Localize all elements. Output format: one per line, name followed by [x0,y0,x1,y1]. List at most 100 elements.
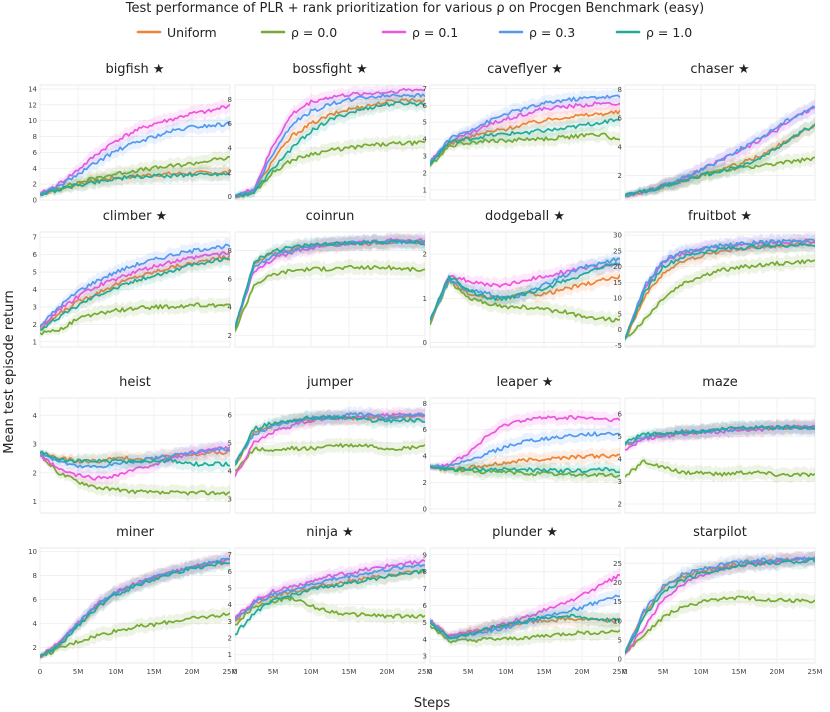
x-tick-label: 20M [770,668,785,676]
y-tick-label: 4 [228,304,233,312]
confidence-band [40,150,230,198]
confidence-band [625,550,815,657]
subplot-title: fruitbot ★ [688,209,752,224]
series-line-3 [40,243,230,327]
confidence-band [235,553,425,621]
subplot-title: ninja ★ [306,525,353,540]
y-tick-label: 4 [228,601,233,609]
series-group [40,97,230,198]
y-tick-label: 4 [618,455,623,463]
y-tick-label: 3 [228,495,232,503]
y-tick-label: 6 [423,426,428,434]
series-line-4 [625,124,815,197]
x-tick-label: 5M [658,668,669,676]
y-tick-label: 0 [618,326,622,334]
x-tick-label: 15M [537,668,552,676]
subplot-fruitbot: fruitbot ★ -5 0 5 10 15 20 25 30 [613,209,816,350]
y-tick-label: 0 [33,197,37,205]
y-tick-label: 1 [228,651,232,659]
subplot-title: maze [702,375,737,390]
x-tick-label: 20M [575,668,590,676]
series-line-0 [430,109,620,164]
confidence-band [625,118,815,199]
y-tick-label: 6 [228,120,233,128]
y-tick-label: 4 [33,165,38,173]
series-line-3 [235,563,425,621]
subplot-jumper: jumper 3 4 5 6 [228,375,426,514]
series-line-1 [430,132,620,167]
confidence-band [40,247,230,333]
series-line-3 [40,121,230,196]
y-tick-label: 30 [613,232,622,240]
series-line-2 [235,559,425,619]
y-tick-label: 6 [33,251,38,259]
legend-item-4: ρ = 1.0 [615,25,692,40]
series-group [235,406,425,480]
y-tick-label: 4 [423,136,428,144]
y-tick-label: 8 [618,86,622,94]
y-tick-label: 20 [613,263,622,271]
y-tick-label: 3 [423,153,427,161]
x-tick-label: 10M [109,668,124,676]
series-group [625,550,815,657]
confidence-band [235,562,425,638]
subplot-starpilot: starpilot 0 5 10 15 20 25 0 5M 10M 15M 20M 25M [613,525,822,676]
subplot-title: starpilot [693,525,747,540]
x-tick-label: 5M [73,668,84,676]
series-line-0 [430,453,620,472]
series-line-4 [235,414,425,466]
y-tick-label: 25 [613,247,622,255]
y-tick-label: 0 [423,339,427,347]
confidence-band [430,103,620,166]
y-tick-label: 12 [28,101,37,109]
confidence-band [40,606,230,660]
y-tick-label: 5 [618,433,622,441]
confidence-band [430,95,620,166]
x-tick-label: 0 [623,668,627,676]
subplot-title: climber ★ [103,209,167,224]
confidence-band [40,163,230,198]
series-line-1 [40,612,230,658]
confidence-band [40,237,230,329]
series-line-1 [40,302,230,336]
y-tick-label: 8 [423,400,427,408]
subplot-bossfight: bossfight ★ 0 2 4 6 8 [228,62,426,201]
y-tick-label: 8 [228,247,232,255]
confidence-band [430,588,620,643]
x-tick-label: 10M [694,668,709,676]
legend: Uniform ρ = 0.0 ρ = 0.1 ρ = 0.3 ρ = 1.0 [136,25,692,40]
y-tick-label: 8 [33,133,37,141]
series-line-4 [430,262,620,321]
x-tick-label: 25M [223,668,238,676]
y-tick-label: 7 [423,585,427,593]
series-line-1 [235,264,425,332]
subplot-plunder: plunder ★ 3 4 5 6 7 8 9 0 5M 10M 15M 20M 25M [423,525,628,676]
series-line-4 [235,568,425,636]
confidence-band [40,97,230,198]
y-tick-label: 2 [33,469,37,477]
x-tick-label: 0 [38,668,42,676]
y-tick-label: 5 [228,439,232,447]
series-line-4 [235,239,425,329]
series-group [235,85,425,200]
y-tick-label: 2 [228,332,232,340]
y-tick-label: 10 [28,117,37,125]
series-line-1 [40,156,230,196]
confidence-band [235,232,425,330]
x-tick-label: 0 [428,668,432,676]
series-line-3 [235,92,425,198]
series-group [430,567,620,649]
y-tick-label: 6 [423,102,428,110]
series-line-1 [40,454,230,496]
legend-item-3: ρ = 0.3 [498,25,575,40]
y-tick-label: 2 [33,321,37,329]
confidence-band [235,557,425,623]
legend-item-2: ρ = 0.1 [381,25,458,40]
series-line-4 [625,242,815,340]
subplot-title: leaper ★ [497,375,554,390]
y-tick-label: 6 [423,602,428,610]
series-line-0 [40,254,230,331]
series-line-3 [625,556,815,654]
y-tick-label: 6 [618,115,623,123]
series-line-4 [430,465,620,474]
